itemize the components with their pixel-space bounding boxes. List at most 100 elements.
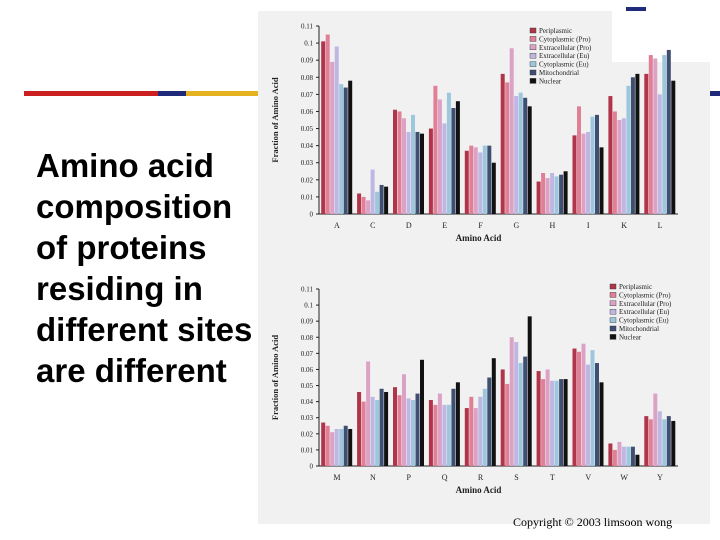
chart0-bar-H-6 [563, 171, 568, 214]
chart1-bar-Y-3 [657, 411, 662, 466]
chart1-y-tick-label: 0.04 [301, 398, 314, 406]
chart0-legend-swatch [529, 69, 537, 76]
slide-title: Amino acid composition of proteins resid… [36, 147, 253, 389]
logo-mark-icon [626, 7, 646, 11]
chart0-legend-swatch [529, 27, 537, 34]
chart0-y-tick-label: 0.08 [301, 74, 314, 82]
chart0-bar-I-5 [595, 114, 599, 214]
chart1-y-tick-label: 0.03 [301, 414, 314, 422]
chart0-bar-A-4 [339, 84, 344, 214]
chart1-bar-Q-1 [433, 404, 438, 466]
chart0-bar-H-1 [541, 172, 546, 214]
chart1-bar-W-5 [630, 446, 635, 466]
chart0-bar-E-5 [451, 108, 456, 214]
chart1-bar-Q-5 [451, 388, 456, 466]
chart1-x-tick-label: T [550, 473, 555, 482]
chart1-legend-swatch [609, 325, 617, 332]
chart0-legend-swatch [529, 61, 537, 67]
chart1-bar-P-0 [393, 387, 397, 466]
chart0-y-tick-label: 0.1 [304, 40, 313, 48]
chart0-bar-L-1 [648, 55, 653, 214]
chart1-bar-N-1 [361, 401, 366, 466]
chart1-y-tick-label: 0.07 [301, 350, 314, 358]
chart1-legend-label: Mitochondrial [619, 325, 659, 333]
chart0-legend-label: Extracellular (Eu) [539, 52, 590, 60]
chart0-bar-E-6 [455, 101, 460, 214]
chart0-x-tick-label: G [514, 221, 520, 230]
chart0-bar-D-2 [402, 118, 406, 214]
chart0-y-tick-label: 0.05 [301, 125, 314, 133]
chart0-bar-F-0 [464, 150, 469, 214]
chart1-bar-T-0 [536, 371, 541, 466]
chart1-bar-Q-2 [437, 393, 442, 466]
chart0-bar-I-6 [599, 147, 604, 214]
chart0-x-tick-label: E [442, 221, 447, 230]
chart1-bar-R-1 [469, 396, 474, 466]
chart0-bar-E-3 [442, 123, 447, 214]
header-stripe-navy [158, 91, 186, 96]
chart1-bar-R-4 [482, 388, 487, 466]
chart0-bar-K-4 [626, 85, 631, 215]
chart1-legend-label: Extracellular (Eu) [619, 308, 670, 316]
chart1-bar-Y-5 [666, 416, 671, 466]
chart1-x-tick-label: R [478, 473, 484, 482]
chart1-bar-V-2 [581, 343, 586, 466]
chart1-bar-P-4 [411, 400, 415, 466]
chart0-bar-K-3 [621, 118, 626, 214]
chart1-bar-N-0 [357, 391, 362, 466]
chart1-y-tick-label: 0.11 [301, 286, 313, 294]
chart0-y-tick-label: 0 [310, 211, 314, 219]
chart0-bar-E-1 [433, 85, 438, 215]
chart0-y-tick-label: 0.01 [301, 193, 314, 201]
chart1-bar-S-6 [527, 316, 532, 466]
chart1-bar-Q-4 [446, 404, 451, 466]
chart0-bar-F-5 [487, 145, 492, 214]
chart0-y-tick-label: 0.03 [301, 159, 314, 167]
chart1-bar-Q-3 [442, 404, 447, 466]
chart1-bar-S-1 [505, 383, 510, 466]
chart1-y-axis-label: Fraction of Amino Acid [270, 335, 280, 421]
chart1-y-tick-label: 0 [310, 463, 314, 471]
chart1-bar-S-2 [509, 337, 514, 466]
chart0-bar-D-1 [397, 111, 402, 214]
chart1-bar-W-6 [635, 454, 640, 466]
chart0-legend-swatch [529, 44, 537, 50]
chart0-bar-A-1 [325, 34, 330, 214]
chart0-bar-F-3 [478, 152, 483, 214]
chart0-x-tick-label: H [549, 221, 555, 230]
chart1-bar-N-2 [366, 361, 371, 466]
chart1-bar-R-2 [473, 408, 478, 466]
chart1-legend-swatch [609, 300, 617, 306]
chart0-bar-E-2 [437, 99, 442, 214]
chart0-bar-L-3 [657, 94, 662, 214]
chart0-bar-H-5 [559, 174, 564, 214]
chart0-bar-C-5 [379, 184, 384, 214]
chart0-legend-label: Cytoplasmic (Eu) [539, 61, 589, 69]
chart0-bar-D-0 [393, 109, 397, 214]
chart0-bar-L-4 [662, 55, 667, 214]
chart1-bar-R-5 [487, 377, 492, 466]
chart0-x-tick-label: K [621, 221, 627, 230]
chart0-x-tick-label: F [478, 221, 483, 230]
chart0-x-tick-label: A [334, 221, 340, 230]
chart1-legend-swatch [609, 334, 617, 340]
chart0-legend-label: Extracellular (Pro) [539, 44, 592, 52]
chart1-bar-Y-1 [648, 419, 653, 466]
chart1-bar-N-5 [379, 388, 384, 466]
chart1-bar-R-6 [491, 358, 496, 466]
chart1-x-tick-label: Q [442, 473, 448, 482]
chart1-bar-T-2 [545, 369, 550, 466]
chart1-bar-M-0 [321, 422, 326, 466]
chart1-y-tick-label: 0.01 [301, 446, 314, 454]
chart0-legend-swatch [529, 53, 537, 59]
chart0-bar-I-2 [581, 133, 586, 214]
chart1-bar-S-0 [500, 369, 505, 466]
chart0-bar-H-3 [550, 172, 555, 214]
chart0-bar-D-6 [420, 133, 424, 214]
chart0-y-tick-label: 0.09 [301, 57, 314, 65]
chart1-bar-R-0 [464, 408, 469, 466]
chart0-x-axis-label: Amino Acid [456, 233, 502, 243]
chart1-y-tick-label: 0.09 [301, 318, 314, 326]
chart1-bar-M-3 [334, 428, 339, 466]
chart0-bar-L-2 [653, 58, 658, 214]
